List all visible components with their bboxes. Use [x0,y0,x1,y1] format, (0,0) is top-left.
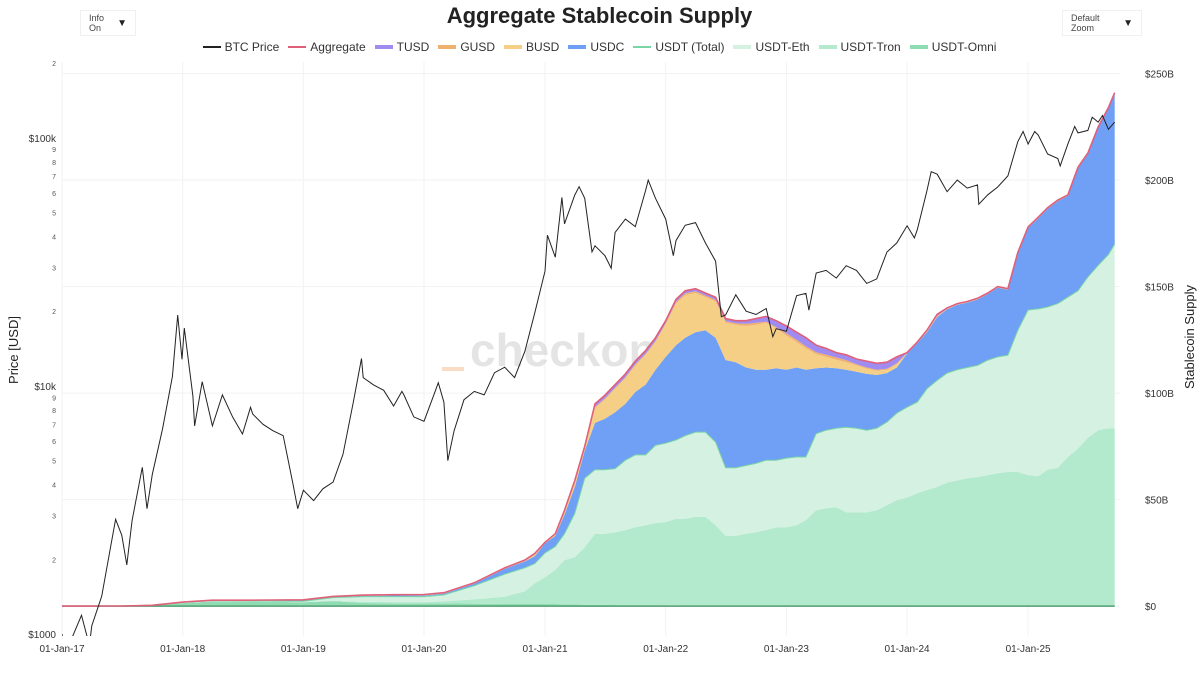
y-left-minor-tick-label: 2 [52,557,56,564]
legend-marker [438,45,457,49]
y-left-minor-tick-label: 5 [52,459,56,466]
y-left-minor-tick-label: 7 [52,174,56,181]
y-right-tick-label: $50B [1145,496,1169,507]
legend-label: Aggregate [310,40,366,54]
x-tick-label: 01-Jan-20 [402,644,447,655]
info-toggle-dropdown[interactable]: Info On ▼ [80,10,136,36]
legend-marker [633,46,652,48]
y-left-minor-tick-label: 7 [52,422,56,429]
zoom-dropdown[interactable]: Default Zoom ▼ [1062,10,1142,36]
legend-label: USDT-Eth [755,40,810,54]
legend-label: TUSD [396,40,430,54]
y-left-minor-tick-label: 8 [52,160,56,167]
y-left-minor-tick-label: 3 [52,514,56,521]
line-aggregate [62,92,1116,607]
legend-marker [504,45,522,49]
legend-label: GUSD [460,40,495,54]
legend-marker [374,45,393,49]
zoom-label: Default Zoom [1071,13,1100,33]
y-right-tick-label: $200B [1145,176,1174,187]
y-left-minor-tick-label: 9 [52,147,56,154]
legend-label: USDT-Omni [931,40,997,54]
line-usdt-total [62,243,1116,607]
legend-label: BUSD [526,40,560,54]
legend-marker [568,45,587,49]
y-left-minor-tick-label: 3 [52,266,56,273]
legend-item-usdc[interactable]: USDC [568,40,624,54]
y-left-minor-tick-label: 6 [52,191,56,198]
y-right-tick-label: $100B [1145,389,1174,400]
legend-marker [818,45,837,49]
legend-item-aggregate[interactable]: Aggregate [288,40,366,54]
y-right-tick-label: $150B [1145,283,1174,294]
legend-marker [733,45,752,49]
legend-item-gusd[interactable]: GUSD [438,40,495,54]
y-left-tick-label: $1000 [28,630,56,641]
dropdown-arrow-icon: ▼ [1123,17,1133,29]
legend-label: USDT-Tron [840,40,901,54]
legend-label: USDC [590,40,625,54]
y-left-minor-tick-label: 2 [52,61,56,68]
y-right-tick-label: $250B [1145,70,1174,81]
chart-title: Aggregate Stablecoin Supply [446,3,753,28]
y-left-minor-tick-label: 8 [52,408,56,415]
legend-label: USDT (Total) [655,40,725,54]
dropdown-arrow-icon: ▼ [117,17,127,29]
legend-marker [202,46,221,48]
watermark-underscore [442,367,464,371]
legend-marker [288,46,307,48]
info-toggle-label: Info On [89,13,105,33]
gridlines [61,62,1120,636]
y-left-minor-tick-label: 9 [52,395,56,402]
area-usdt-tron [62,428,1115,607]
x-tick-label: 01-Jan-21 [523,644,568,655]
axes: 01-Jan-17 01-Jan-18 01-Jan-19 01-Jan-20 01-J… [28,61,1174,655]
x-tick-label: 01-Jan-25 [1006,644,1051,655]
legend-item-tusd[interactable]: TUSD [374,40,430,54]
y-left-minor-tick-label: 6 [52,439,56,446]
y-left-tick-label: $10k [34,382,57,393]
area-usdt-omni [62,601,1115,607]
x-tick-label: 01-Jan-24 [885,644,930,655]
x-tick-label: 01-Jan-23 [764,644,809,655]
legend-item-btc-price[interactable]: BTC Price [202,40,280,54]
y-right-tick-label: $0 [1145,602,1157,613]
legend-item-usdt-total[interactable]: USDT (Total) [633,40,724,54]
legend-marker [909,45,928,49]
x-tick-label: 01-Jan-19 [281,644,326,655]
series-lines [62,92,1116,636]
y-left-minor-tick-label: 5 [52,210,56,217]
y-right-axis-title: Stablecoin Supply [1182,284,1197,389]
y-left-minor-tick-label: 2 [52,309,56,316]
y-left-minor-tick-label: 4 [52,483,56,490]
legend-item-usdt-tron[interactable]: USDT-Tron [818,40,901,54]
legend: BTC Price Aggregate TUSD GUSD BUSD USDC … [0,40,1199,54]
legend-item-usdt-eth[interactable]: USDT-Eth [733,40,810,54]
stacked-areas [62,92,1115,607]
legend-label: BTC Price [224,40,280,54]
x-tick-label: 01-Jan-18 [160,644,205,655]
legend-item-usdt-omni[interactable]: USDT-Omni [909,40,997,54]
line-btc-price [62,114,1116,636]
area-usdt-eth [62,244,1115,607]
y-left-axis-title: Price [USD] [6,316,21,384]
x-tick-label: 01-Jan-22 [643,644,688,655]
x-tick-label: 01-Jan-17 [39,644,84,655]
y-left-tick-label: $100k [29,134,57,145]
legend-item-busd[interactable]: BUSD [504,40,559,54]
y-left-minor-tick-label: 4 [52,235,56,242]
